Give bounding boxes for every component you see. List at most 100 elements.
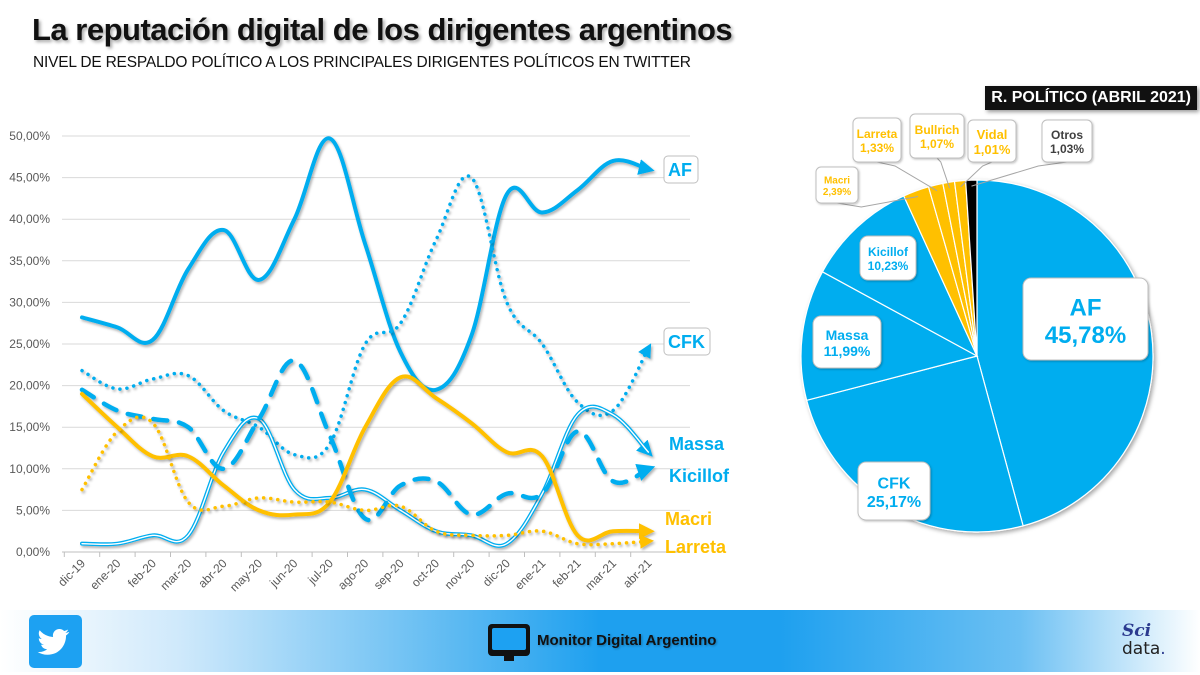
pie-label-box [815,166,859,204]
x-tick-label: abr-21 [620,556,655,591]
pie-label-box [852,117,902,163]
pie-label-value: 11,99% [824,343,871,359]
y-tick-label: 20,00% [9,379,50,393]
series-macri [80,374,655,543]
y-tick-label: 45,00% [9,171,50,185]
pie-label-name: Vidal [977,127,1008,142]
x-tick-label: feb-21 [550,556,584,590]
x-tick-label: sep-20 [371,556,407,592]
y-tick-label: 40,00% [9,212,50,226]
end-label-text: Macri [665,509,712,529]
y-tick-label: 10,00% [9,462,50,476]
pie-label-value: 10,23% [868,259,909,273]
leader-line [971,161,1068,187]
series-line [79,358,656,523]
monitor-icon [488,624,530,661]
series-line-inner [81,405,650,547]
series-cfk [80,174,652,460]
pie-label-value: 1,03% [1050,142,1084,156]
footer-banner [0,610,1200,672]
pie-label-name: Macri [824,176,850,187]
pie-label-value: 25,17% [867,494,921,511]
end-labels: AF CFK Massa Kicillof Macri Larreta [663,155,730,557]
pie-title: R. POLÍTICO (ABRIL 2021) [985,86,1197,110]
scidata-logo: Sci data. [1122,622,1166,658]
end-label-cfk: CFK [663,327,711,356]
scidata-data: data [1122,639,1161,659]
pie-label-name: Kicillof [868,245,909,259]
leader-line [936,157,951,189]
pie-label-value: 1,33% [860,141,894,155]
pie-label-name: AF [1070,294,1102,321]
series-line [80,174,652,460]
series-larreta [80,415,654,549]
x-tick-label: dic-19 [55,556,88,589]
pie-label-box [812,315,882,369]
series-af [80,136,655,393]
pie-label-value: 45,78% [1045,322,1126,349]
end-label-macri: Macri [665,509,712,529]
x-tick-label: jun-20 [266,556,300,590]
x-tick-label: oct-20 [409,556,443,590]
leader-line [960,161,993,188]
pie-label-name: Bullrich [915,123,960,137]
pie-label-value: 2,39% [823,187,851,198]
pie-label-name: CFK [878,476,911,493]
end-label-massa: Massa [669,434,725,454]
pie-label-box [859,235,917,281]
pie-label-value: 1,07% [920,137,954,151]
x-tick-label: abr-20 [195,556,230,591]
pie-label-box [967,119,1017,163]
series-kicillof [79,358,656,523]
scidata-sci: Sci [1122,621,1152,641]
brand-name: Monitor Digital Argentino [537,632,717,649]
x-tick-label: mar-21 [582,556,619,593]
y-tick-label: 5,00% [16,503,50,517]
series-massa [80,404,653,548]
pie-label-box [1041,119,1093,163]
end-label-text: CFK [668,332,705,352]
y-tick-label: 0,00% [16,545,50,559]
series-line [80,415,654,549]
pie-label-name: Larreta [857,127,898,141]
end-label-text: Larreta [665,537,727,557]
end-label-box [663,327,711,356]
page-subtitle: NIVEL DE RESPALDO POLÍTICO A LOS PRINCIP… [33,54,691,71]
line-chart: 0,00% 5,00% 10,00% 15,00% 20,00% 25,00% 30,00%… [9,129,730,594]
pie-slice-otros [964,179,978,357]
pie-label-box [1022,277,1149,361]
x-tick-label: dic-20 [480,556,513,589]
end-label-kicillof: Kicillof [669,466,730,486]
grid-lines [62,135,690,553]
y-tick-label: 15,00% [9,420,50,434]
pie-label-value: 1,01% [974,142,1011,157]
x-tick-label: ene-21 [512,556,549,593]
end-label-text: Kicillof [669,466,730,486]
end-label-text: Massa [669,434,725,454]
page-title: La reputación digital de los dirigentes … [32,12,733,47]
twitter-bird-icon [29,615,82,668]
series-group [79,136,656,549]
end-label-text: AF [668,160,692,180]
scidata-dot: . [1160,639,1166,659]
x-tick-label: ene-20 [87,556,124,593]
pie-label-name: Massa [826,327,869,343]
x-tick-label: may-20 [227,556,265,594]
x-tick-label: nov-20 [442,556,478,592]
pie-label-box [909,113,965,159]
x-tick-label: mar-20 [158,556,195,593]
y-tick-label: 50,00% [9,129,50,143]
pie-label-box [857,461,931,521]
